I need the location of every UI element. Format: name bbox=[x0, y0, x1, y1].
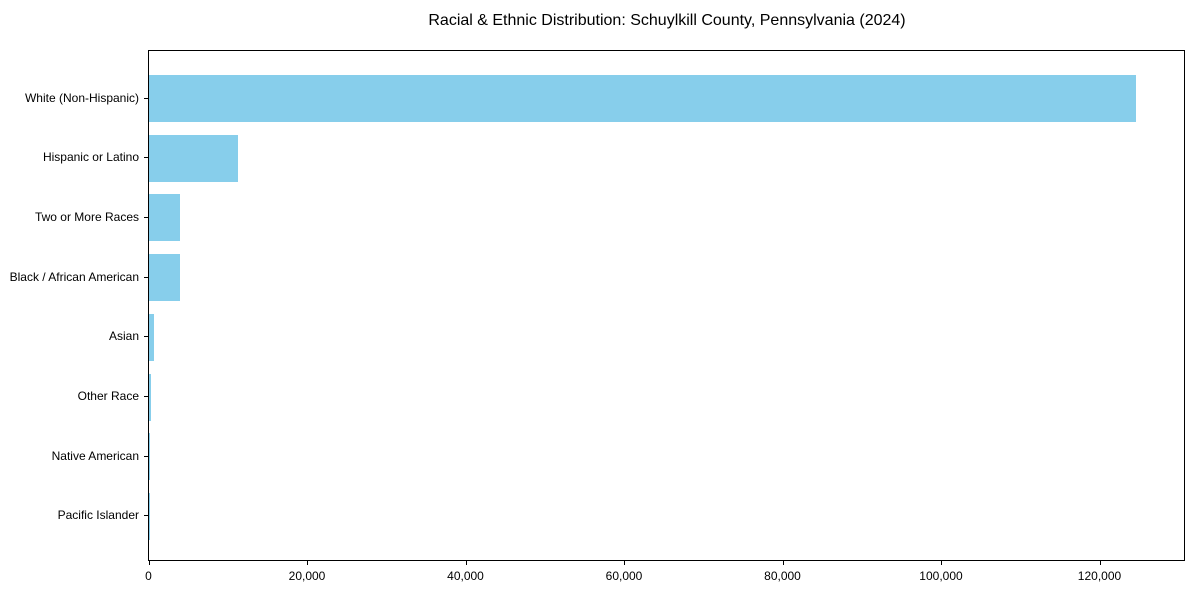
y-tick-label: Native American bbox=[51, 448, 139, 463]
x-tick bbox=[148, 561, 150, 565]
x-tick-label: 60,000 bbox=[605, 569, 643, 583]
bar bbox=[149, 373, 151, 421]
bar bbox=[149, 254, 180, 302]
x-tick bbox=[1099, 561, 1101, 565]
x-tick bbox=[465, 561, 467, 565]
x-tick bbox=[624, 561, 625, 565]
x-tick-label: 120,000 bbox=[1077, 569, 1122, 583]
y-tick bbox=[144, 455, 148, 457]
y-tick-label: White (Non-Hispanic) bbox=[24, 90, 139, 105]
bar bbox=[149, 134, 239, 182]
y-tick-label: Black / African American bbox=[9, 269, 139, 284]
y-tick-label: Asian bbox=[108, 329, 139, 344]
y-tick-label: Two or More Races bbox=[34, 209, 139, 224]
y-tick bbox=[144, 276, 148, 278]
bar bbox=[149, 194, 181, 242]
y-tick bbox=[144, 336, 148, 338]
x-tick-label: 40,000 bbox=[447, 569, 484, 583]
y-tick bbox=[144, 216, 148, 218]
bar bbox=[149, 313, 155, 361]
x-tick-label: 20,000 bbox=[288, 569, 326, 583]
x-tick-label: 0 bbox=[145, 569, 152, 583]
chart-title: Racial & Ethnic Distribution: Schuylkill… bbox=[428, 12, 906, 29]
y-tick bbox=[144, 396, 148, 397]
bar bbox=[149, 75, 1136, 122]
plot-area bbox=[148, 50, 1185, 561]
y-tick bbox=[144, 515, 148, 517]
x-tick bbox=[782, 561, 784, 565]
y-tick-label: Hispanic or Latino bbox=[42, 150, 139, 165]
x-tick-label: 100,000 bbox=[919, 569, 963, 583]
y-tick-label: Other Race bbox=[77, 389, 139, 403]
y-tick-label: Pacific Islander bbox=[57, 508, 139, 523]
x-tick bbox=[307, 561, 308, 565]
x-tick bbox=[941, 561, 942, 565]
y-tick bbox=[144, 157, 148, 159]
y-tick bbox=[144, 97, 148, 99]
x-tick-label: 80,000 bbox=[764, 569, 801, 583]
